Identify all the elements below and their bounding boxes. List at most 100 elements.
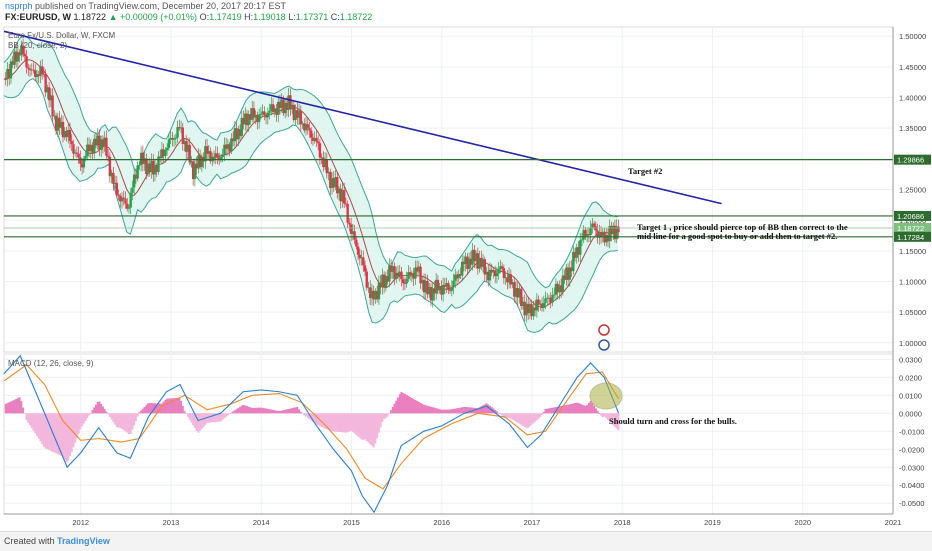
candle-body[interactable] <box>438 285 441 291</box>
candle-body[interactable] <box>610 225 613 235</box>
candle-body[interactable] <box>497 269 500 274</box>
candle-body[interactable] <box>28 68 32 70</box>
candle-body[interactable] <box>237 129 240 140</box>
candle-body[interactable] <box>110 172 113 177</box>
candle-body[interactable] <box>67 129 70 138</box>
candle-body[interactable] <box>599 232 603 237</box>
candle-body[interactable] <box>591 223 594 228</box>
candle-body[interactable] <box>507 274 511 283</box>
candle-body[interactable] <box>60 121 63 128</box>
candle-body[interactable] <box>271 104 275 112</box>
candle-body[interactable] <box>579 240 582 255</box>
candle-body[interactable] <box>483 259 486 275</box>
candle-body[interactable] <box>79 157 82 164</box>
candle-body[interactable] <box>183 141 186 145</box>
candle-body[interactable] <box>207 151 211 154</box>
candle-body[interactable] <box>25 56 28 68</box>
candle-body[interactable] <box>561 275 565 293</box>
candle-body[interactable] <box>587 234 591 236</box>
candle-body[interactable] <box>47 87 51 101</box>
candle-body[interactable] <box>480 257 483 267</box>
candle-body[interactable] <box>360 257 363 259</box>
candle-body[interactable] <box>363 265 367 272</box>
candle-body[interactable] <box>115 182 119 195</box>
candle-body[interactable] <box>334 177 337 188</box>
candle-body[interactable] <box>457 274 460 279</box>
candle-body[interactable] <box>469 258 473 265</box>
candle-body[interactable] <box>233 128 237 142</box>
candle-body[interactable] <box>113 182 117 184</box>
candle-body[interactable] <box>195 163 198 169</box>
candle-body[interactable] <box>40 66 44 75</box>
candle-body[interactable] <box>525 303 528 316</box>
event-marker-icon[interactable] <box>598 324 610 336</box>
candle-body[interactable] <box>414 267 417 279</box>
candle-body[interactable] <box>185 141 188 152</box>
candle-body[interactable] <box>563 275 566 280</box>
candle-body[interactable] <box>523 301 526 316</box>
candle-body[interactable] <box>191 161 195 180</box>
candle-body[interactable] <box>216 153 219 158</box>
candle-body[interactable] <box>244 113 247 125</box>
candle-body[interactable] <box>297 110 301 118</box>
candle-body[interactable] <box>513 282 516 297</box>
candle-body[interactable] <box>370 290 374 299</box>
candle-body[interactable] <box>176 127 179 138</box>
candle-body[interactable] <box>467 258 471 269</box>
candle-body[interactable] <box>447 283 450 291</box>
price-axis[interactable]: 1.000001.050001.100001.150001.200001.250… <box>892 27 931 514</box>
candle-body[interactable] <box>249 114 252 120</box>
candle-body[interactable] <box>329 171 332 188</box>
candle-body[interactable] <box>296 110 299 118</box>
candle-body[interactable] <box>514 288 518 297</box>
candle-body[interactable] <box>306 124 309 128</box>
candle-body[interactable] <box>84 155 87 159</box>
candle-body[interactable] <box>18 52 21 56</box>
candle-body[interactable] <box>146 163 150 175</box>
candle-body[interactable] <box>282 99 285 114</box>
candle-body[interactable] <box>568 267 572 280</box>
candle-body[interactable] <box>39 66 42 77</box>
candle-body[interactable] <box>171 137 174 140</box>
candle-body[interactable] <box>395 272 398 279</box>
candle-body[interactable] <box>250 108 254 120</box>
candle-body[interactable] <box>349 224 353 234</box>
candle-body[interactable] <box>120 197 124 202</box>
candle-body[interactable] <box>389 265 393 272</box>
candle-body[interactable] <box>27 67 30 69</box>
candle-body[interactable] <box>132 174 136 188</box>
candle-body[interactable] <box>169 137 172 140</box>
candle-body[interactable] <box>526 303 530 314</box>
candle-body[interactable] <box>421 279 424 284</box>
candle-body[interactable] <box>558 285 561 293</box>
candle-body[interactable] <box>391 266 394 272</box>
candle-body[interactable] <box>518 288 521 298</box>
candle-body[interactable] <box>492 270 495 273</box>
candle-body[interactable] <box>509 274 513 285</box>
candle-body[interactable] <box>346 203 349 223</box>
candle-body[interactable] <box>86 144 89 156</box>
candle-body[interactable] <box>384 276 388 288</box>
candle-body[interactable] <box>575 247 578 258</box>
candle-body[interactable] <box>410 273 414 276</box>
candle-body[interactable] <box>521 301 525 307</box>
candle-body[interactable] <box>454 274 457 281</box>
candle-body[interactable] <box>141 152 145 164</box>
candle-body[interactable] <box>94 138 98 146</box>
candle-body[interactable] <box>398 271 401 277</box>
candle-body[interactable] <box>426 281 429 295</box>
candle-body[interactable] <box>362 257 365 266</box>
candle-body[interactable] <box>612 225 615 235</box>
candle-body[interactable] <box>56 117 60 131</box>
candle-body[interactable] <box>601 231 604 237</box>
candle-body[interactable] <box>65 130 68 138</box>
chart-canvas[interactable]: 2012 2013 2014 2015 2016 2017 2018 2019 2020 2021… <box>0 24 932 531</box>
candle-body[interactable] <box>145 158 148 175</box>
candle-body[interactable] <box>193 163 197 180</box>
candle-body[interactable] <box>405 278 408 284</box>
candle-body[interactable] <box>129 192 132 208</box>
candle-body[interactable] <box>551 294 554 303</box>
candle-body[interactable] <box>325 159 329 174</box>
candle-body[interactable] <box>606 235 610 242</box>
candle-body[interactable] <box>408 272 412 276</box>
